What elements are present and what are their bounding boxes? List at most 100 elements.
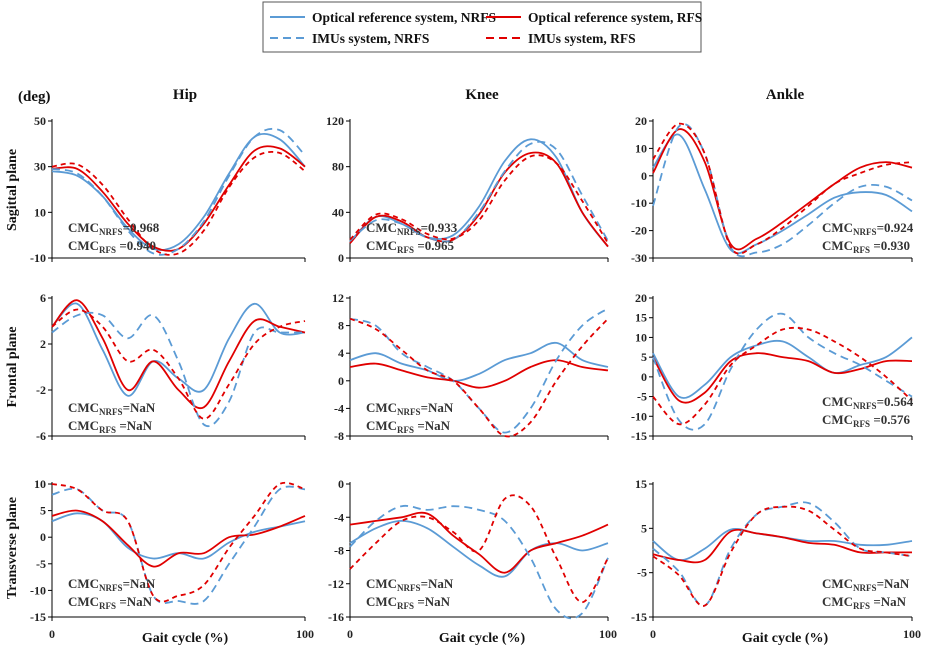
cmc-label-sagittal-ankle-nrfs: CMCNRFS=0.924: [822, 220, 914, 237]
ytick-label-sagittal-hip-3: -10: [30, 251, 46, 265]
series-line-transverse-hip-imu-nrfs: [51, 485, 306, 605]
ytick-label-frontal-hip-1: 2: [40, 337, 46, 351]
ytick-label-frontal-knee-0: 12: [332, 291, 344, 305]
cmc-label-transverse-ankle-rfs: CMCRFS =NaN: [822, 594, 907, 611]
ytick-label-transverse-ankle-0: 15: [635, 477, 647, 491]
series-line-frontal-ankle-optical-rfs: [652, 352, 913, 404]
ytick-label-frontal-knee-1: 8: [338, 319, 344, 333]
xlabel-ankle: Gait cycle (%): [742, 631, 829, 646]
ytick-label-sagittal-knee-0: 120: [326, 114, 344, 128]
series-line-transverse-ankle-optical-nrfs: [652, 528, 913, 561]
row-label-transverse: Transverse plane: [5, 497, 20, 599]
series-line-frontal-ankle-imu-nrfs: [652, 312, 913, 431]
series-line-frontal-hip-optical-nrfs: [51, 302, 306, 397]
legend-box: [262, 1, 702, 53]
ytick-label-transverse-ankle-3: -15: [631, 610, 647, 624]
ytick-label-frontal-ankle-7: -15: [631, 429, 647, 443]
ytick-label-transverse-hip-2: 0: [40, 530, 46, 544]
ytick-label-sagittal-hip-0: 50: [34, 114, 46, 128]
series-line-transverse-knee-imu-nrfs: [349, 504, 609, 620]
xlabel-knee: Gait cycle (%): [439, 631, 526, 646]
series-line-frontal-ankle-imu-rfs: [652, 326, 913, 426]
ytick-label-frontal-knee-3: 0: [338, 374, 344, 388]
series-line-sagittal-knee-imu-rfs: [349, 154, 609, 244]
series-line-frontal-hip-imu-rfs: [51, 308, 306, 420]
series-line-frontal-knee-optical-rfs: [349, 359, 609, 389]
cmc-label-transverse-hip-nrfs: CMCNRFS=NaN: [68, 576, 156, 593]
ytick-label-transverse-knee-4: -16: [328, 610, 344, 624]
xtick-ankle-0: 0: [650, 627, 656, 641]
ytick-label-transverse-hip-1: 5: [40, 504, 46, 518]
cmc-label-sagittal-hip-nrfs: CMCNRFS=0.968: [68, 220, 160, 237]
legend: Optical reference system, NRFS Optical r…: [262, 1, 702, 53]
unit-label: (deg): [18, 89, 51, 105]
series-line-sagittal-ankle-optical-rfs: [652, 128, 913, 251]
column-title-hip: Hip: [173, 87, 197, 103]
ytick-label-transverse-hip-0: 10: [34, 477, 46, 491]
ytick-label-frontal-ankle-5: -5: [637, 390, 647, 404]
ytick-label-frontal-ankle-6: -10: [631, 409, 647, 423]
column-title-knee: Knee: [465, 87, 499, 103]
cmc-label-frontal-hip-rfs: CMCRFS =NaN: [68, 418, 153, 435]
ytick-label-transverse-knee-0: 0: [338, 477, 344, 491]
cmc-label-transverse-knee-nrfs: CMCNRFS=NaN: [366, 576, 454, 593]
ytick-label-sagittal-ankle-4: -20: [631, 224, 647, 238]
cmc-label-frontal-ankle-nrfs: CMCNRFS=0.564: [822, 394, 914, 411]
series-line-frontal-knee-imu-rfs: [349, 317, 609, 438]
ytick-label-sagittal-ankle-0: 20: [635, 114, 647, 128]
ytick-label-frontal-knee-5: -8: [334, 429, 344, 443]
series-line-transverse-knee-imu-rfs: [349, 494, 609, 604]
xtick-hip-100: 100: [296, 627, 314, 641]
series-line-sagittal-ankle-imu-nrfs: [652, 123, 913, 258]
ytick-label-sagittal-knee-3: 0: [338, 251, 344, 265]
xtick-knee-0: 0: [347, 627, 353, 641]
series-line-transverse-ankle-optical-rfs: [652, 528, 912, 564]
cmc-label-sagittal-knee-rfs: CMCRFS =0.965: [366, 238, 454, 255]
cmc-label-frontal-knee-nrfs: CMCNRFS=NaN: [366, 400, 454, 417]
legend-label-imu-rfs: IMUs system, RFS: [528, 31, 636, 46]
ytick-label-frontal-hip-3: -6: [36, 429, 46, 443]
cmc-label-frontal-ankle-rfs: CMCRFS =0.576: [822, 412, 910, 429]
ytick-label-transverse-knee-2: -8: [334, 544, 344, 558]
series-line-sagittal-hip-imu-rfs: [51, 151, 306, 256]
legend-label-optical-rfs: Optical reference system, RFS: [528, 10, 702, 25]
legend-label-optical-nrfs: Optical reference system, NRFS: [312, 10, 496, 25]
ytick-label-frontal-hip-0: 6: [40, 291, 46, 305]
ytick-label-sagittal-hip-1: 30: [34, 160, 46, 174]
legend-label-imu-nrfs: IMUs system, NRFS: [312, 31, 429, 46]
cmc-label-transverse-ankle-nrfs: CMCNRFS=NaN: [822, 576, 910, 593]
ytick-label-sagittal-knee-1: 80: [332, 160, 344, 174]
xlabel-hip: Gait cycle (%): [142, 631, 229, 646]
xtick-ankle-100: 100: [903, 627, 921, 641]
ytick-label-frontal-knee-2: 4: [338, 346, 344, 360]
series-line-frontal-knee-optical-nrfs: [349, 341, 609, 382]
ytick-label-sagittal-ankle-2: 0: [641, 169, 647, 183]
series-line-transverse-knee-optical-rfs: [349, 511, 609, 574]
column-title-ankle: Ankle: [766, 87, 805, 103]
series-line-sagittal-ankle-optical-nrfs: [652, 133, 913, 255]
xtick-knee-100: 100: [599, 627, 617, 641]
ytick-label-transverse-knee-1: -4: [334, 510, 344, 524]
ytick-label-transverse-hip-4: -10: [30, 583, 46, 597]
ytick-label-frontal-ankle-4: 0: [641, 370, 647, 384]
row-label-sagittal: Sagittal plane: [5, 149, 20, 231]
cmc-label-transverse-knee-rfs: CMCRFS =NaN: [366, 594, 451, 611]
ytick-label-frontal-ankle-2: 10: [635, 330, 647, 344]
series-line-sagittal-hip-optical-rfs: [51, 145, 306, 252]
ytick-label-transverse-hip-5: -15: [30, 610, 46, 624]
ytick-label-transverse-ankle-1: 5: [641, 521, 647, 535]
ytick-label-transverse-knee-3: -12: [328, 577, 344, 591]
series-line-frontal-knee-imu-nrfs: [349, 307, 609, 434]
series-line-transverse-knee-optical-nrfs: [349, 519, 609, 578]
cmc-label-sagittal-knee-nrfs: CMCNRFS=0.933: [366, 220, 458, 237]
series-line-sagittal-knee-optical-rfs: [349, 151, 609, 248]
cmc-label-transverse-hip-rfs: CMCRFS =NaN: [68, 594, 153, 611]
